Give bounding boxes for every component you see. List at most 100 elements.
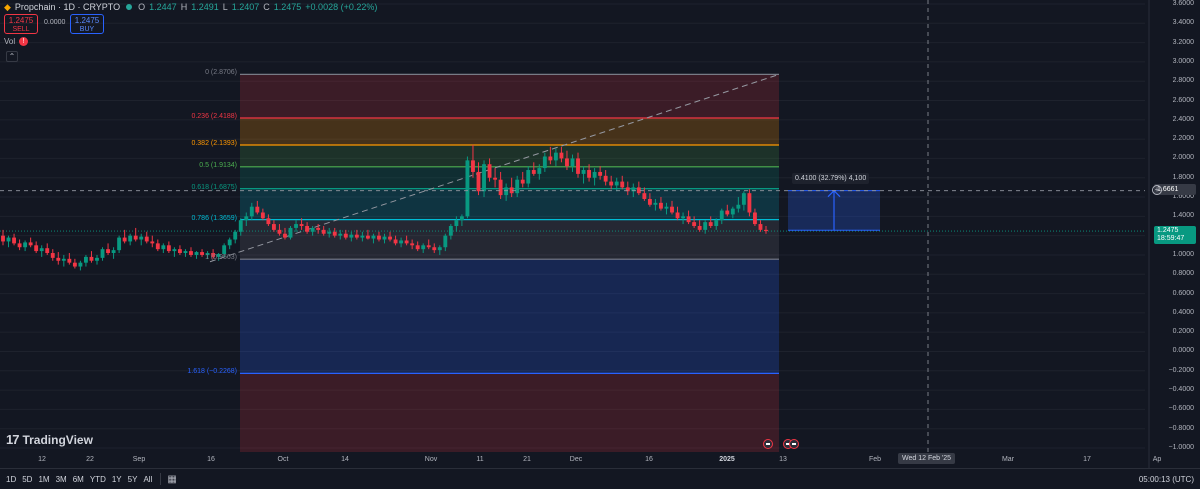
candle-body [260,212,265,219]
candle-body [520,179,525,184]
bottom-toolbar: 1D 5D 1M 3M 6M YTD 1Y 5Y All ▦ 05:00:13 (UTC) [0,468,1200,489]
candle-body [6,237,11,242]
clock-timezone[interactable]: 05:00:13 (UTC) [1138,474,1194,484]
candle-body [34,245,39,252]
candle-body [625,187,630,192]
candle-body [216,253,221,257]
candle-body [581,170,586,174]
timeframe-button[interactable]: 1M [38,474,50,484]
candle-body [708,222,713,226]
tradingview-logo[interactable]: 17 TradingView [6,432,93,447]
time-axis-label: 21 [523,456,531,463]
sell-button[interactable]: 1.2475 SELL [4,14,38,34]
candle-body [642,193,647,199]
candle-body [283,233,287,238]
timeframe-button[interactable]: 6M [72,474,84,484]
candle-body [294,224,298,228]
candle-body [155,243,160,250]
symbol-title[interactable]: Propchain · 1D · CRYPTO [14,2,121,12]
price-axis-label: −0.6000 [1168,405,1195,413]
candle-body [659,202,663,209]
volume-legend[interactable]: Vol ! [4,37,29,46]
candle-body [332,231,337,236]
candle-body [161,245,166,250]
candle-body [614,181,619,186]
candle-body [542,156,547,169]
candle-body [747,193,752,213]
candle-body [719,210,724,221]
timeframe-button[interactable]: 1Y [111,474,122,484]
timeframe-button[interactable]: 5Y [127,474,138,484]
candle-body [128,235,133,242]
candle-body [227,239,232,246]
price-axis-label: 3.0000 [1172,57,1194,65]
candle-body [205,253,210,255]
candle-body [56,257,61,261]
candle-body [681,216,686,219]
candle-body [166,245,171,252]
us-flag-icon[interactable] [789,439,799,449]
low-label: L [222,2,228,12]
timeframe-button[interactable]: 1D [6,474,17,484]
candle-body [448,226,453,236]
candle-body [189,251,193,255]
price-axis-label: 3.4000 [1172,19,1194,27]
candle-body [592,171,597,178]
candle-body [714,220,719,226]
go-to-date-icon[interactable]: ▦ [167,473,177,485]
candle-body [675,212,680,219]
timeframe-button[interactable]: All [143,474,153,484]
price-chart[interactable] [0,0,1200,468]
tradingview-logo-icon: 17 [6,432,20,447]
candle-body [89,256,94,261]
price-axis-label: 3.2000 [1172,38,1194,46]
close-label: C [263,2,270,12]
candle-body [487,164,492,178]
price-axis-label: 0.0000 [1172,347,1194,355]
candle-body [730,208,735,215]
time-axis-label: 16 [207,456,215,463]
crosshair-date-tag: Wed 12 Feb '25 [898,453,956,464]
us-flag-icon[interactable] [763,439,773,449]
timeframe-button[interactable]: YTD [89,474,106,484]
price-axis-label: 1.0000 [1172,250,1194,258]
candle-body [531,170,536,174]
price-axis-label: 2.6000 [1172,96,1194,104]
open-value: 1.2447 [149,2,177,12]
candle-body [122,237,127,242]
timeframe-button[interactable]: 3M [55,474,67,484]
candle-body [609,181,614,186]
candle-body [255,206,260,213]
fib-zone [240,188,779,220]
candle-body [459,216,464,221]
candle-body [78,262,83,267]
high-value: 1.2491 [191,2,219,12]
high-label: H [180,2,188,12]
candle-body [692,222,697,226]
candle-body [537,168,542,174]
buy-price: 1.2475 [74,16,100,25]
buy-button[interactable]: 1.2475 BUY [70,14,104,34]
close-value: 1.2475 [273,2,302,12]
price-axis-label: 2.4000 [1172,115,1194,123]
collapse-legend-button[interactable]: ⌃ [6,51,18,62]
candle-body [465,160,470,217]
time-axis-label: 22 [86,456,94,463]
candle-body [50,253,55,258]
timeframe-button[interactable]: 5D [22,474,33,484]
fib-zone [240,74,779,119]
spread-value: 0.0000 [44,19,66,26]
candle-body [559,152,564,159]
add-alert-icon[interactable]: + [1152,185,1162,195]
candle-body [388,236,392,240]
candle-body [95,257,99,261]
warning-icon[interactable]: ! [19,37,29,46]
time-axis-label: 2025 [719,456,735,463]
buy-label: BUY [79,26,95,33]
candle-body [371,235,376,239]
fib-zone [240,373,779,452]
candle-body [222,245,227,254]
time-axis-label: Mar [1001,456,1015,463]
candle-body [39,248,44,252]
fib-zone [240,166,779,189]
